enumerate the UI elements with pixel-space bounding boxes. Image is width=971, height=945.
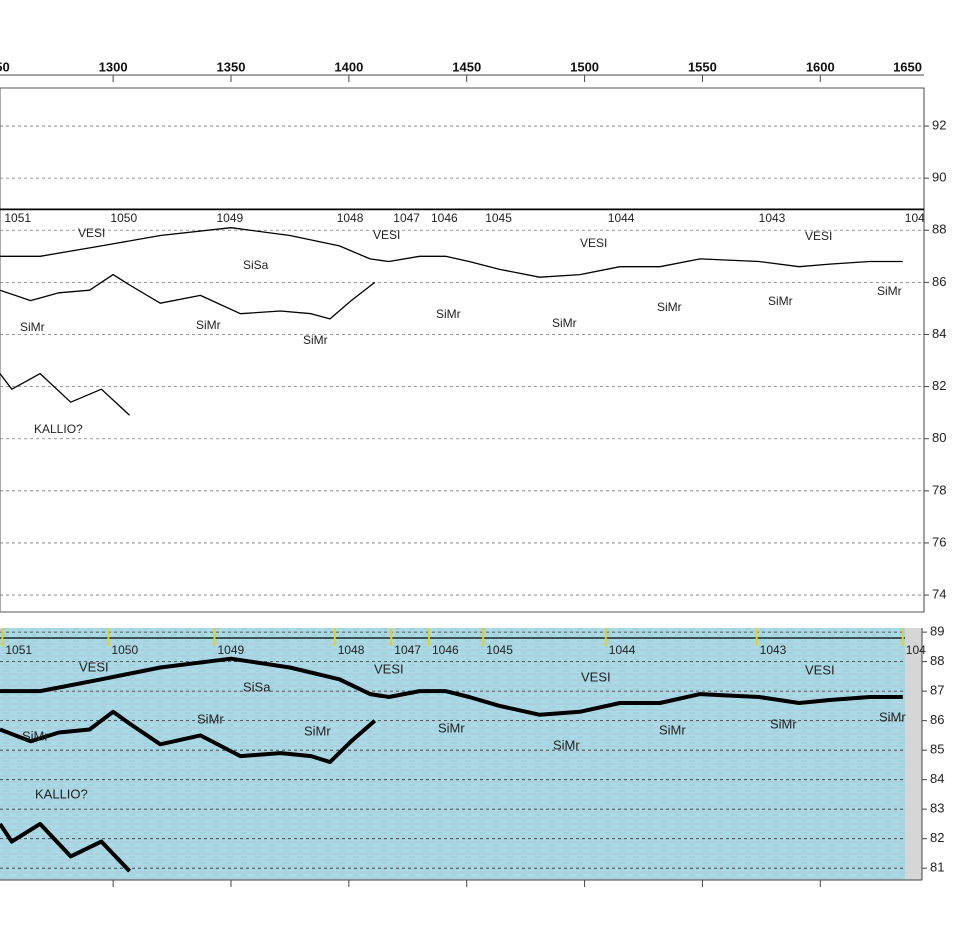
y-tick-label: 81: [930, 860, 944, 875]
fix-label-lower: 1048: [338, 643, 365, 657]
fix-label: 1048: [337, 211, 364, 225]
fix-label: 104: [905, 211, 925, 225]
fix-label-lower: 1049: [218, 643, 245, 657]
layer-label: VESI: [805, 229, 832, 243]
x-tick-label: 1500: [570, 59, 599, 74]
layer-label: SiMr: [768, 294, 793, 308]
y-tick-label: 83: [930, 801, 944, 816]
layer-label: SiSa: [243, 258, 269, 272]
x-tick-label: 1450: [452, 59, 481, 74]
fix-label-lower: 104: [906, 643, 926, 657]
layer-label-lower: SiMr: [22, 728, 49, 743]
fix-label: 1049: [217, 211, 244, 225]
layer-label-lower: VESI: [374, 661, 404, 676]
y-tick-label: 86: [930, 712, 944, 727]
y-tick-label: 88: [932, 222, 946, 237]
x-tick-label: 1350: [217, 59, 246, 74]
layer-label-lower: SiSa: [243, 679, 271, 694]
layer-label-lower: SiMr: [879, 709, 906, 724]
layer-label: VESI: [580, 236, 607, 250]
y-tick-label: 82: [930, 830, 944, 845]
y-tick-label: 86: [932, 274, 946, 289]
layer-label: KALLIO?: [34, 422, 83, 436]
layer-label: SiMr: [552, 316, 577, 330]
fix-label: 1044: [608, 211, 635, 225]
x-tick-label: 1250: [0, 59, 10, 74]
layer-label-lower: SiMr: [553, 737, 580, 752]
x-tick-label: 1650: [893, 59, 922, 74]
y-tick-label: 82: [932, 378, 946, 393]
fix-label-lower: 1043: [760, 643, 787, 657]
fix-label-lower: 1045: [486, 643, 513, 657]
layer-label: SiMr: [877, 284, 902, 298]
fix-label: 1046: [431, 211, 458, 225]
y-tick-label: 89: [930, 624, 944, 639]
layer-label: SiMr: [657, 300, 682, 314]
fix-label-lower: 1047: [394, 643, 421, 657]
x-tick-label: 1300: [99, 59, 128, 74]
layer-label: VESI: [78, 226, 105, 240]
y-tick-label: 78: [932, 482, 946, 497]
layer-label: SiMr: [303, 333, 328, 347]
x-tick-label: 1600: [806, 59, 835, 74]
fix-label: 1043: [759, 211, 786, 225]
fix-label: 1045: [485, 211, 512, 225]
interface-line: [0, 656, 903, 717]
y-tick-label: 90: [932, 170, 946, 185]
layer-label-lower: SiMr: [304, 723, 331, 738]
y-tick-label: 92: [932, 117, 946, 132]
fix-label-lower: 1051: [5, 643, 32, 657]
fix-label: 1050: [110, 211, 137, 225]
layer-label-lower: SiMr: [659, 722, 686, 737]
fix-label-lower: 1050: [111, 643, 138, 657]
layer-label-lower: KALLIO?: [35, 786, 88, 801]
layer-label-lower: SiMr: [770, 716, 797, 731]
interface-line: [0, 372, 131, 416]
fix-label-lower: 1044: [609, 643, 636, 657]
interface-line: [0, 227, 903, 278]
y-tick-label: 87: [930, 683, 944, 698]
x-tick-label: 1550: [688, 59, 717, 74]
upper-panel: [0, 87, 925, 613]
layer-label-lower: VESI: [79, 659, 109, 674]
layer-label: SiMr: [436, 307, 461, 321]
y-tick-label: 85: [930, 742, 944, 757]
x-tick-label: 1400: [334, 59, 363, 74]
radar-margin: [905, 628, 922, 880]
fix-label-lower: 1046: [432, 643, 459, 657]
y-tick-label: 84: [930, 771, 944, 786]
interface-line: [0, 821, 132, 873]
layer-label-lower: VESI: [805, 662, 835, 677]
y-tick-label: 80: [932, 430, 946, 445]
layer-label: SiMr: [20, 320, 45, 334]
y-tick-label: 84: [932, 326, 946, 341]
layer-label: VESI: [373, 228, 400, 242]
layer-label-lower: SiMr: [438, 720, 465, 735]
layer-label-lower: VESI: [581, 669, 611, 684]
layer-label-lower: SiMr: [197, 711, 224, 726]
layer-label: SiMr: [196, 318, 221, 332]
radar-image: [0, 628, 905, 880]
y-tick-label: 74: [932, 587, 946, 602]
interface-line: [0, 273, 376, 320]
y-tick-label: 88: [930, 653, 944, 668]
fix-label: 1051: [4, 211, 31, 225]
fix-label: 1047: [393, 211, 420, 225]
y-tick-label: 76: [932, 534, 946, 549]
interface-line: [0, 709, 377, 764]
